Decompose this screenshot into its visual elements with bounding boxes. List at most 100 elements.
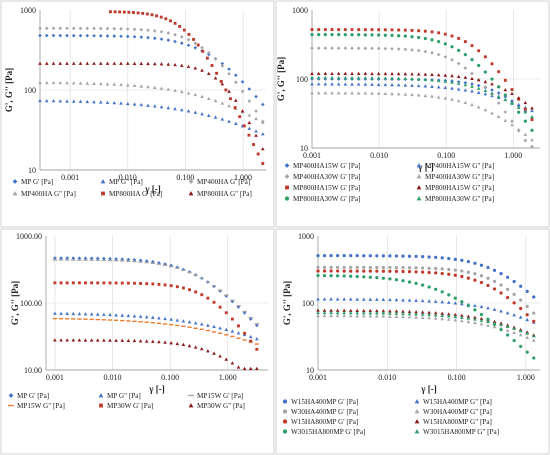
- data-point: [486, 306, 490, 310]
- data-point: [254, 133, 258, 137]
- data-point: [206, 113, 211, 117]
- legend-marker: [284, 174, 290, 179]
- data-point: [401, 254, 405, 258]
- data-point: [499, 327, 503, 332]
- data-point: [363, 28, 367, 32]
- data-point: [159, 105, 164, 109]
- data-point: [83, 338, 88, 342]
- legend-label: MP800HA15W G' [Pa]: [293, 184, 360, 192]
- data-point: [78, 26, 83, 31]
- data-point: [169, 19, 172, 23]
- data-point: [65, 259, 70, 261]
- data-point: [368, 297, 373, 301]
- data-point: [224, 327, 229, 331]
- data-point: [525, 289, 529, 294]
- data-point: [430, 84, 434, 88]
- data-point: [78, 61, 83, 65]
- data-point: [460, 274, 464, 279]
- data-point: [440, 313, 445, 317]
- data-point: [71, 61, 76, 65]
- data-point: [193, 327, 198, 329]
- data-point: [159, 30, 164, 34]
- data-point: [350, 33, 354, 37]
- data-point: [510, 119, 514, 124]
- legend-marker: [100, 179, 106, 184]
- data-point: [126, 260, 131, 262]
- data-point: [213, 57, 218, 61]
- data-point: [368, 265, 372, 270]
- data-point: [370, 33, 374, 37]
- legend-label: MP15W G" [Pa]: [17, 402, 65, 410]
- data-point: [376, 76, 381, 80]
- data-point: [388, 311, 392, 315]
- data-point: [166, 87, 171, 91]
- data-point: [383, 91, 388, 96]
- data-point: [355, 297, 360, 301]
- data-point: [163, 340, 167, 344]
- x-tick-label: 0.100: [161, 373, 179, 382]
- data-point: [423, 36, 427, 41]
- data-point: [89, 312, 94, 316]
- data-point: [453, 314, 458, 319]
- data-point: [310, 75, 314, 80]
- data-point: [127, 10, 131, 14]
- data-point: [407, 270, 412, 274]
- data-point: [317, 33, 321, 37]
- data-point: [59, 281, 63, 285]
- data-point: [71, 259, 76, 261]
- legend-label: W30HA400MP G" [Pa]: [423, 408, 492, 416]
- data-point: [193, 92, 198, 97]
- data-point: [58, 61, 63, 65]
- data-point: [410, 72, 414, 76]
- data-point: [414, 254, 418, 259]
- data-point: [119, 61, 123, 65]
- data-point: [336, 82, 341, 86]
- data-point: [510, 123, 514, 127]
- data-point: [368, 308, 373, 313]
- panel-c-frame: [0, 228, 275, 455]
- data-point: [456, 81, 461, 85]
- data-point: [316, 265, 320, 270]
- data-point: [247, 120, 252, 125]
- data-point: [112, 61, 117, 65]
- data-point: [499, 271, 503, 276]
- data-point: [350, 71, 354, 76]
- data-point: [247, 87, 252, 91]
- y-tick-label: 100.00: [20, 299, 42, 308]
- data-point: [453, 273, 457, 277]
- data-point: [126, 338, 131, 343]
- data-point: [192, 37, 195, 41]
- legend-marker: [284, 163, 290, 168]
- data-point: [166, 31, 171, 35]
- data-point: [256, 152, 260, 156]
- data-point: [510, 88, 514, 91]
- data-point: [355, 254, 359, 258]
- data-point: [65, 61, 69, 65]
- data-point: [322, 265, 327, 270]
- data-point: [381, 269, 385, 273]
- data-point: [492, 321, 497, 325]
- data-point: [210, 64, 214, 67]
- data-point: [242, 366, 247, 371]
- data-point: [323, 28, 327, 32]
- data-point: [396, 83, 401, 87]
- data-point: [260, 102, 265, 107]
- x-tick-label: 0.100: [437, 151, 455, 160]
- data-point: [343, 82, 348, 86]
- data-point: [89, 259, 94, 261]
- data-point: [83, 259, 88, 261]
- data-point: [466, 260, 470, 264]
- data-point: [330, 82, 334, 86]
- data-point: [423, 77, 428, 82]
- data-point: [356, 46, 361, 51]
- data-point: [407, 312, 412, 316]
- data-point: [316, 273, 320, 278]
- data-point: [329, 274, 333, 278]
- data-point: [349, 274, 353, 278]
- data-point: [390, 82, 394, 87]
- data-point: [420, 283, 425, 287]
- data-point: [433, 299, 438, 303]
- data-point: [350, 75, 354, 80]
- data-point: [383, 71, 388, 76]
- data-point: [101, 319, 107, 321]
